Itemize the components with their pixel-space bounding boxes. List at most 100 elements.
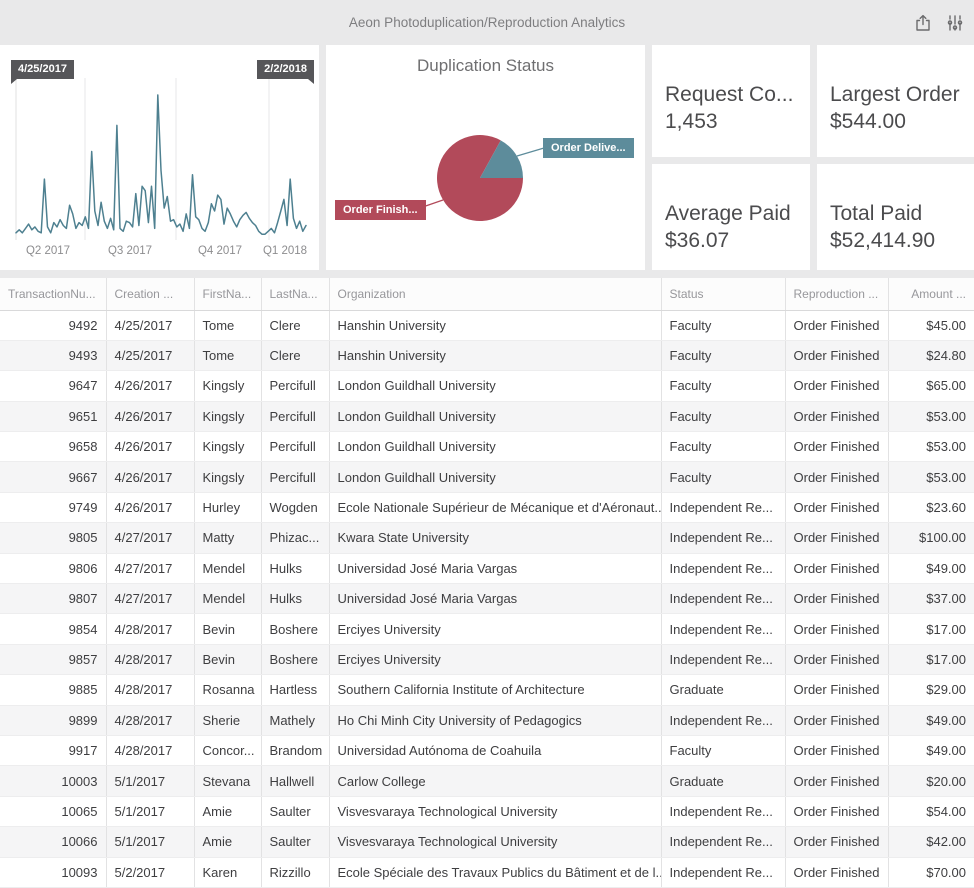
table-row[interactable]: 100665/1/2017AmieSaulterVisvesvaraya Tec… xyxy=(0,827,974,857)
cell-creation-date: 5/2/2017 xyxy=(106,857,194,887)
cell-creation-date: 4/26/2017 xyxy=(106,371,194,401)
cell-creation-date: 4/26/2017 xyxy=(106,492,194,522)
kpi-request-count[interactable]: Request Co... 1,453 xyxy=(652,45,810,157)
toolbar-icons xyxy=(914,0,964,45)
window-title: Aeon Photoduplication/Reproduction Analy… xyxy=(349,15,625,30)
filter-sliders-icon[interactable] xyxy=(946,14,964,32)
range-end-handle[interactable]: 2/2/2018 xyxy=(257,60,314,79)
cell-status: Faculty xyxy=(661,401,785,431)
table-header-row: TransactionNu...Creation ...FirstNa...La… xyxy=(0,278,974,310)
cell-reproduction-status: Order Finished xyxy=(785,432,888,462)
column-header-creation-date[interactable]: Creation ... xyxy=(106,278,194,310)
cell-amount: $20.00 xyxy=(888,766,974,796)
cell-reproduction-status: Order Finished xyxy=(785,523,888,553)
table-row[interactable]: 100935/2/2017KarenRizzilloEcole Spéciale… xyxy=(0,857,974,887)
cell-last-name: Saulter xyxy=(261,796,329,826)
timeline-chart-panel[interactable]: 4/25/2017 2/2/2018 Q2 2017 Q3 2017 Q4 20… xyxy=(0,45,319,270)
cell-amount: $54.00 xyxy=(888,796,974,826)
table-row[interactable]: 100035/1/2017StevanaHallwellCarlow Colle… xyxy=(0,766,974,796)
cell-first-name: Stevana xyxy=(194,766,261,796)
cell-first-name: Concor... xyxy=(194,735,261,765)
table-row[interactable]: 98994/28/2017SherieMathelyHo Chi Minh Ci… xyxy=(0,705,974,735)
cell-reproduction-status: Order Finished xyxy=(785,371,888,401)
cell-organization: Visvesvaraya Technological University xyxy=(329,827,661,857)
cell-organization: Southern California Institute of Archite… xyxy=(329,675,661,705)
cell-creation-date: 4/28/2017 xyxy=(106,644,194,674)
table-row[interactable]: 98574/28/2017BevinBoshereErciyes Univers… xyxy=(0,644,974,674)
cell-first-name: Kingsly xyxy=(194,432,261,462)
cell-reproduction-status: Order Finished xyxy=(785,492,888,522)
table-row[interactable]: 99174/28/2017Concor...BrandomUniversidad… xyxy=(0,735,974,765)
cell-reproduction-status: Order Finished xyxy=(785,614,888,644)
cell-transaction-number: 9805 xyxy=(0,523,106,553)
table-row[interactable]: 98054/27/2017MattyPhizac...Kwara State U… xyxy=(0,523,974,553)
cell-last-name: Percifull xyxy=(261,371,329,401)
column-header-organization[interactable]: Organization xyxy=(329,278,661,310)
cell-reproduction-status: Order Finished xyxy=(785,584,888,614)
pie-label-order-finished[interactable]: Order Finish... xyxy=(335,200,426,220)
cell-organization: London Guildhall University xyxy=(329,401,661,431)
cell-transaction-number: 10065 xyxy=(0,796,106,826)
cell-amount: $70.00 xyxy=(888,857,974,887)
table-row[interactable]: 96514/26/2017KingslyPercifullLondon Guil… xyxy=(0,401,974,431)
cell-amount: $42.00 xyxy=(888,827,974,857)
kpi-label: Request Co... xyxy=(665,81,804,108)
kpi-label: Total Paid xyxy=(830,200,968,227)
table-row[interactable]: 98064/27/2017MendelHulksUniversidad José… xyxy=(0,553,974,583)
table-row[interactable]: 96674/26/2017KingslyPercifullLondon Guil… xyxy=(0,462,974,492)
cell-transaction-number: 9647 xyxy=(0,371,106,401)
table-row[interactable]: 100655/1/2017AmieSaulterVisvesvaraya Tec… xyxy=(0,796,974,826)
cell-creation-date: 5/1/2017 xyxy=(106,796,194,826)
cell-transaction-number: 10003 xyxy=(0,766,106,796)
table-row[interactable]: 94934/25/2017TomeClereHanshin University… xyxy=(0,340,974,370)
cell-organization: Ecole Nationale Supérieur de Mécanique e… xyxy=(329,492,661,522)
cell-creation-date: 4/26/2017 xyxy=(106,462,194,492)
cell-amount: $37.00 xyxy=(888,584,974,614)
cell-status: Independent Re... xyxy=(661,553,785,583)
pie-label-order-delivered[interactable]: Order Delive... xyxy=(543,138,634,158)
requests-table: TransactionNu...Creation ...FirstNa...La… xyxy=(0,278,974,888)
cell-status: Independent Re... xyxy=(661,523,785,553)
column-header-first-name[interactable]: FirstNa... xyxy=(194,278,261,310)
table-row[interactable]: 98854/28/2017RosannaHartlessSouthern Cal… xyxy=(0,675,974,705)
cell-status: Faculty xyxy=(661,462,785,492)
cell-status: Faculty xyxy=(661,432,785,462)
x-tick-q2-2017: Q2 2017 xyxy=(26,245,70,257)
cell-organization: London Guildhall University xyxy=(329,371,661,401)
cell-first-name: Tome xyxy=(194,310,261,340)
cell-first-name: Karen xyxy=(194,857,261,887)
table-row[interactable]: 98074/27/2017MendelHulksUniversidad José… xyxy=(0,584,974,614)
table-row[interactable]: 96474/26/2017KingslyPercifullLondon Guil… xyxy=(0,371,974,401)
cell-amount: $65.00 xyxy=(888,371,974,401)
kpi-value: $544.00 xyxy=(830,108,968,135)
column-header-amount[interactable]: Amount ... xyxy=(888,278,974,310)
table-row[interactable]: 98544/28/2017BevinBoshereErciyes Univers… xyxy=(0,614,974,644)
cell-organization: London Guildhall University xyxy=(329,432,661,462)
cell-creation-date: 4/25/2017 xyxy=(106,340,194,370)
table-row[interactable]: 96584/26/2017KingslyPercifullLondon Guil… xyxy=(0,432,974,462)
column-header-last-name[interactable]: LastNa... xyxy=(261,278,329,310)
cell-organization: Carlow College xyxy=(329,766,661,796)
cell-organization: Ecole Spéciale des Travaux Publics du Bâ… xyxy=(329,857,661,887)
cell-status: Faculty xyxy=(661,310,785,340)
table-row[interactable]: 94924/25/2017TomeClereHanshin University… xyxy=(0,310,974,340)
cell-reproduction-status: Order Finished xyxy=(785,705,888,735)
kpi-largest-order[interactable]: Largest Order $544.00 xyxy=(817,45,974,157)
column-header-transaction-number[interactable]: TransactionNu... xyxy=(0,278,106,310)
kpi-label: Largest Order xyxy=(830,81,968,108)
cell-amount: $45.00 xyxy=(888,310,974,340)
kpi-total-paid[interactable]: Total Paid $52,414.90 xyxy=(817,164,974,270)
column-header-status[interactable]: Status xyxy=(661,278,785,310)
cell-creation-date: 4/28/2017 xyxy=(106,614,194,644)
cell-amount: $24.80 xyxy=(888,340,974,370)
range-start-handle[interactable]: 4/25/2017 xyxy=(11,60,74,79)
share-icon[interactable] xyxy=(914,14,932,32)
cell-creation-date: 4/27/2017 xyxy=(106,523,194,553)
kpi-value: $36.07 xyxy=(665,227,804,254)
cell-transaction-number: 9854 xyxy=(0,614,106,644)
table-row[interactable]: 97494/26/2017HurleyWogdenEcole Nationale… xyxy=(0,492,974,522)
cell-creation-date: 4/28/2017 xyxy=(106,735,194,765)
column-header-reproduction-status[interactable]: Reproduction ... xyxy=(785,278,888,310)
cell-first-name: Kingsly xyxy=(194,371,261,401)
kpi-average-paid[interactable]: Average Paid $36.07 xyxy=(652,164,810,270)
